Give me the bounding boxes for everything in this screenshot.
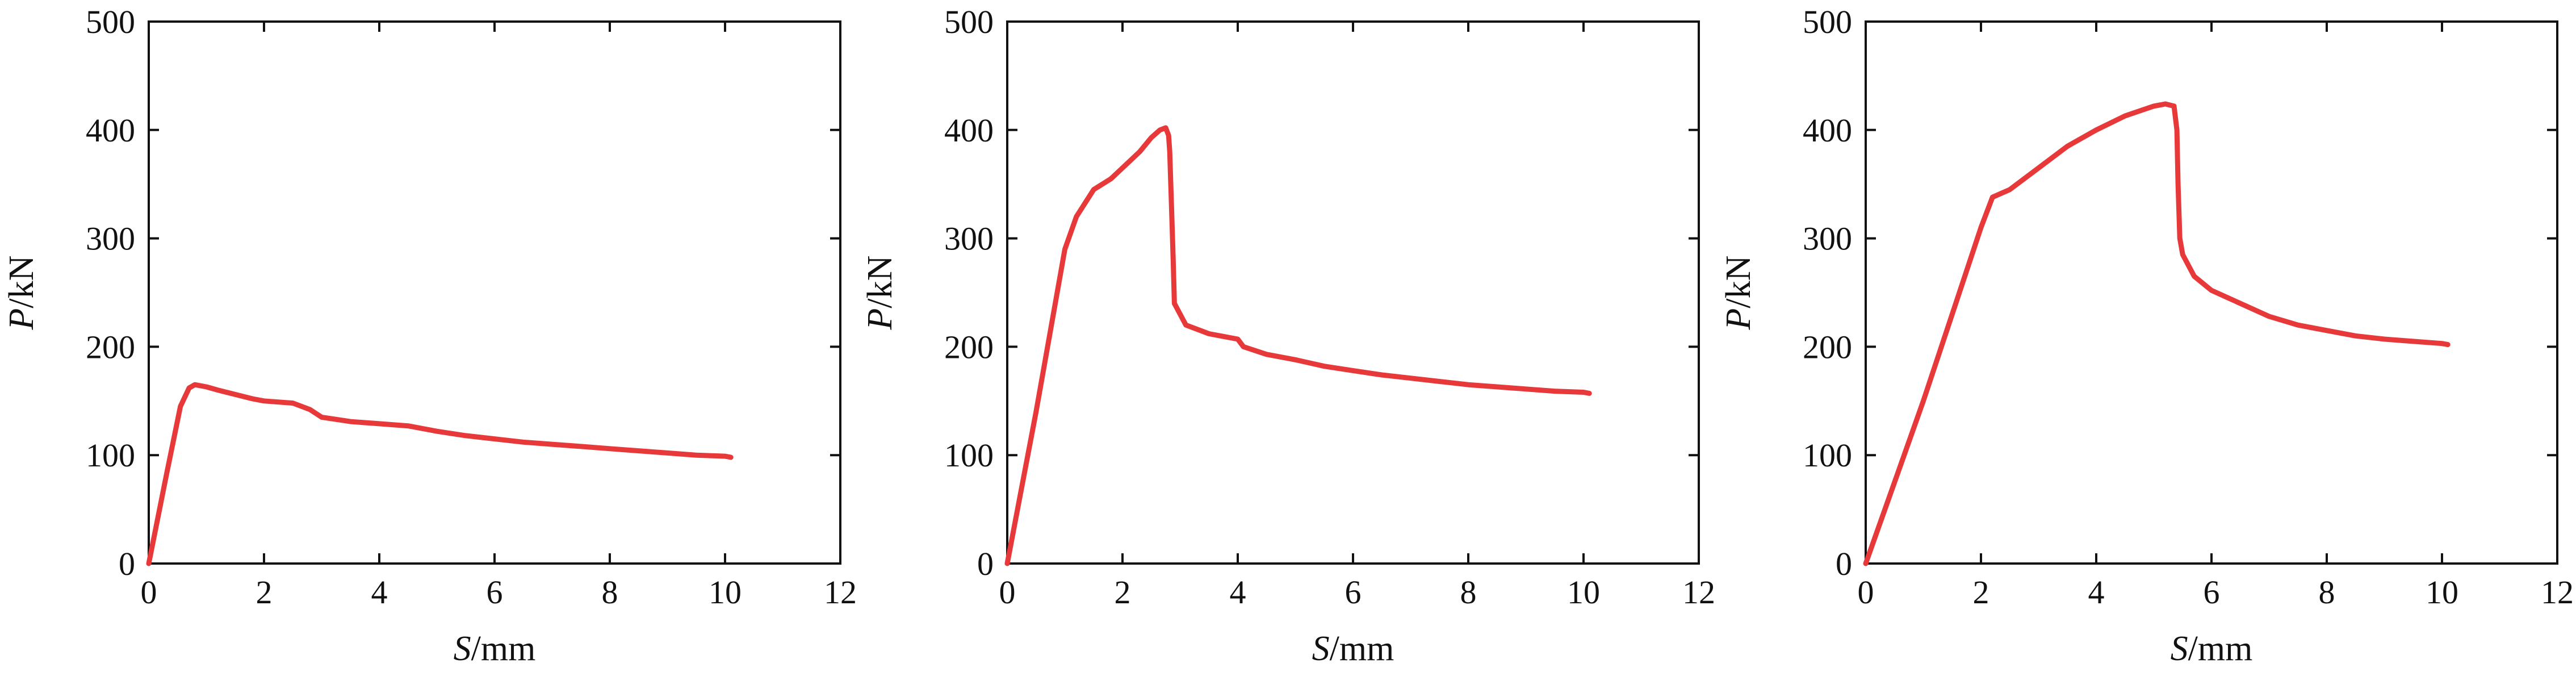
x-tick-label: 10 <box>2426 574 2458 611</box>
y-tick-label: 500 <box>1803 3 1852 40</box>
x-axis-label: S/mm <box>454 629 536 668</box>
x-tick-label: 8 <box>2319 574 2335 611</box>
x-tick-label: 2 <box>256 574 273 611</box>
y-tick-label: 200 <box>1803 328 1852 365</box>
y-tick-label: 200 <box>86 328 135 365</box>
chart-panel-2: 0 2 4 6 8 10 12 0 100 200 300 400 500 S/mm P/kN <box>858 0 1717 676</box>
plot-frame <box>1006 20 1700 565</box>
x-tick-label: 4 <box>1230 574 1246 611</box>
y-axis-var: P <box>1719 308 1758 331</box>
y-axis-unit: /kN <box>2 256 41 308</box>
y-tick-label: 500 <box>86 3 135 40</box>
y-tick-label: 100 <box>1803 437 1852 474</box>
x-tick-label: 0 <box>1858 574 1874 611</box>
plot-frame <box>148 20 841 565</box>
x-tick-label: 8 <box>602 574 618 611</box>
y-tick-label: 100 <box>944 437 994 474</box>
x-tick-label: 10 <box>1567 574 1600 611</box>
x-tick-label: 6 <box>487 574 503 611</box>
y-axis-label: P/kN <box>861 256 899 331</box>
x-tick-label: 2 <box>1115 574 1131 611</box>
y-tick-label: 300 <box>86 220 135 257</box>
x-tick-label: 8 <box>1460 574 1477 611</box>
series-line <box>1004 125 1592 566</box>
chart-3-svg: 0 2 4 6 8 10 12 0 100 200 300 400 500 S/mm P/kN <box>1719 3 2574 668</box>
x-axis-var: S <box>454 629 471 668</box>
y-tick-label: 400 <box>1803 112 1852 149</box>
y-tick-label: 0 <box>977 545 994 582</box>
y-axis-var: P <box>861 308 899 331</box>
x-tick-label: 12 <box>824 574 857 611</box>
y-axis-unit: /kN <box>1719 256 1758 308</box>
x-tick-label: 0 <box>141 574 157 611</box>
y-axis-unit: /kN <box>861 256 899 308</box>
x-axis-label: S/mm <box>2171 629 2253 668</box>
x-axis-var: S <box>2171 629 2188 668</box>
chart-panel-3: 0 2 4 6 8 10 12 0 100 200 300 400 500 S/mm P/kN <box>1717 0 2575 676</box>
y-tick-label: 500 <box>944 3 994 40</box>
x-axis-label: S/mm <box>1312 629 1394 668</box>
series-line <box>1863 101 2451 566</box>
x-tick-label: 2 <box>1973 574 1989 611</box>
x-tick-label: 12 <box>2541 574 2574 611</box>
x-axis-unit: /mm <box>2188 629 2253 668</box>
x-tick-label: 6 <box>2204 574 2220 611</box>
y-tick-label: 400 <box>86 112 135 149</box>
x-axis-unit: /mm <box>471 629 536 668</box>
y-tick-label: 100 <box>86 437 135 474</box>
x-axis-unit: /mm <box>1330 629 1394 668</box>
y-tick-label: 0 <box>1836 545 1852 582</box>
y-tick-label: 300 <box>1803 220 1852 257</box>
y-tick-label: 300 <box>944 220 994 257</box>
x-tick-label: 0 <box>999 574 1016 611</box>
y-tick-label: 400 <box>944 112 994 149</box>
chart-2-svg: 0 2 4 6 8 10 12 0 100 200 300 400 500 S/mm P/kN <box>861 3 1715 668</box>
x-axis-var: S <box>1312 629 1330 668</box>
chart-1-svg: 0 2 4 6 8 10 12 0 100 200 300 400 500 S/mm P/kN <box>2 3 857 668</box>
series-line <box>146 382 734 566</box>
chart-panel-1: 0 2 4 6 8 10 12 0 100 200 300 400 500 S/mm P/kN <box>0 0 858 676</box>
y-tick-label: 0 <box>119 545 135 582</box>
x-tick-label: 4 <box>2088 574 2105 611</box>
y-axis-label: P/kN <box>2 256 41 331</box>
y-tick-label: 200 <box>944 328 994 365</box>
x-tick-label: 10 <box>709 574 742 611</box>
x-tick-label: 4 <box>371 574 388 611</box>
x-tick-label: 12 <box>1682 574 1715 611</box>
y-axis-var: P <box>2 308 41 331</box>
x-tick-label: 6 <box>1345 574 1362 611</box>
y-axis-label: P/kN <box>1719 256 1758 331</box>
